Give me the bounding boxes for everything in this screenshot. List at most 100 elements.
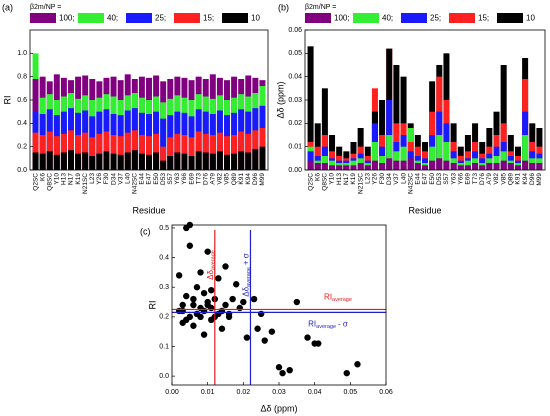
point xyxy=(293,298,301,306)
legend-swatch xyxy=(353,13,379,23)
x-tick-label: L23 xyxy=(365,173,372,184)
plot-frame xyxy=(29,29,269,171)
bar xyxy=(350,165,357,170)
bar xyxy=(529,163,536,170)
y-tick-label: 0.0 xyxy=(17,167,27,174)
bar xyxy=(224,136,230,170)
x-tick-label: K91 xyxy=(238,173,245,185)
x-tick-label: 0.06 xyxy=(379,389,393,396)
x-axis-title: Δδ (ppm) xyxy=(260,403,297,413)
bar xyxy=(231,135,238,170)
x-tick-label: D96 xyxy=(252,173,259,185)
bar xyxy=(75,135,82,170)
x-tick-label: N17 xyxy=(68,173,75,185)
legend-swatch xyxy=(126,13,152,23)
bar xyxy=(46,131,53,170)
bar xyxy=(68,130,74,170)
y-tick-label: 0.5 xyxy=(159,225,169,232)
bar xyxy=(82,152,89,170)
x-tick-label: T73 xyxy=(195,173,202,185)
bar xyxy=(522,160,529,170)
x-tick-label: 0.02 xyxy=(237,389,251,396)
x-tick-label: D53 xyxy=(436,173,443,185)
point xyxy=(236,304,243,312)
bar xyxy=(429,146,436,170)
bar xyxy=(167,137,174,170)
x-tick-label: V82 xyxy=(217,173,224,185)
bar xyxy=(195,131,202,170)
bar xyxy=(379,163,386,170)
x-tick-label: H13 xyxy=(61,173,68,185)
x-tick-label: L40 xyxy=(400,173,407,184)
x-tick-label: 0.04 xyxy=(308,389,322,396)
y-tick-label: 0.06 xyxy=(288,27,302,34)
legend-label: 10 xyxy=(526,14,535,23)
point xyxy=(197,269,204,276)
x-tick-label: E69 xyxy=(465,173,472,185)
point xyxy=(222,263,229,270)
y-axis-title: RI xyxy=(2,96,12,105)
x-tick-label: S57 xyxy=(443,173,450,185)
x-tick-label: Y63 xyxy=(174,173,181,185)
x-tick-label: D76 xyxy=(202,173,209,185)
x-tick-label: E47 xyxy=(422,173,429,185)
legend-label: 40; xyxy=(382,14,393,23)
bar xyxy=(131,130,138,170)
x-tick-label: Y66 xyxy=(457,173,464,185)
bar xyxy=(500,160,507,170)
bar xyxy=(414,163,421,170)
bar xyxy=(252,149,259,170)
point xyxy=(261,337,268,344)
y-tick-label: 0.05 xyxy=(288,50,302,57)
legend-label: 100; xyxy=(334,14,350,23)
bar xyxy=(307,46,314,171)
point xyxy=(225,313,233,321)
bar xyxy=(160,118,167,170)
legend-label: 100; xyxy=(59,14,75,23)
y-tick-label: 0.4 xyxy=(17,120,27,127)
point xyxy=(229,295,236,303)
point xyxy=(190,295,197,303)
bar xyxy=(443,142,450,170)
bar xyxy=(464,165,471,170)
x-tick-label: K91 xyxy=(515,173,522,185)
bar xyxy=(450,163,457,170)
bar xyxy=(238,151,245,170)
bar xyxy=(146,136,152,170)
x-tick-label: 0.03 xyxy=(272,389,286,396)
y-tick-label: 0.3 xyxy=(159,284,169,291)
x-tick-label: E44 xyxy=(415,173,422,185)
legend-label: 25; xyxy=(430,14,441,23)
bar xyxy=(231,153,238,170)
point xyxy=(275,364,283,371)
point xyxy=(183,316,190,324)
point xyxy=(215,275,222,282)
bar xyxy=(500,65,507,170)
bar xyxy=(357,163,364,170)
bar xyxy=(68,150,74,170)
point xyxy=(315,340,322,347)
legend-label: 25; xyxy=(155,14,166,23)
bar xyxy=(188,137,195,170)
point xyxy=(193,310,201,318)
bar xyxy=(507,163,514,170)
x-tick-label: N21SC xyxy=(357,173,364,194)
point xyxy=(200,331,208,338)
y-tick-label: 0.4 xyxy=(159,254,169,261)
bar xyxy=(436,158,443,170)
bar xyxy=(110,153,117,170)
bar xyxy=(407,158,414,170)
bar xyxy=(188,156,195,170)
point xyxy=(175,272,183,279)
bar xyxy=(160,160,167,170)
x-tick-label: N42SC xyxy=(407,173,414,194)
bar xyxy=(436,135,443,170)
x-tick-label: 0.01 xyxy=(201,389,215,396)
bar xyxy=(514,165,521,170)
reference-label-text: RI xyxy=(308,320,316,329)
x-tick-label: L23 xyxy=(89,173,96,184)
panel-label: (b) xyxy=(278,2,289,12)
bar xyxy=(138,135,145,170)
bar xyxy=(307,160,314,170)
